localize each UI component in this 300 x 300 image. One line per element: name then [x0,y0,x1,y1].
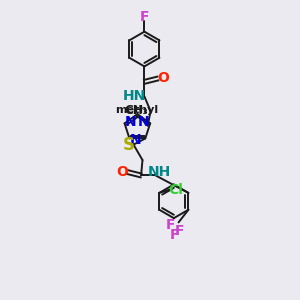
Text: N: N [138,115,150,129]
Text: O: O [117,165,128,179]
Text: N: N [125,115,136,129]
Text: N: N [130,133,142,147]
Text: Cl: Cl [169,182,184,197]
Text: CH₃: CH₃ [125,104,148,117]
Text: F: F [166,218,175,232]
Text: F: F [140,10,149,24]
Text: HN: HN [123,89,146,103]
Text: methyl: methyl [115,105,158,115]
Text: F: F [169,228,179,242]
Text: O: O [157,71,169,85]
Text: F: F [175,224,185,238]
Text: NH: NH [148,164,171,178]
Text: S: S [123,136,135,154]
